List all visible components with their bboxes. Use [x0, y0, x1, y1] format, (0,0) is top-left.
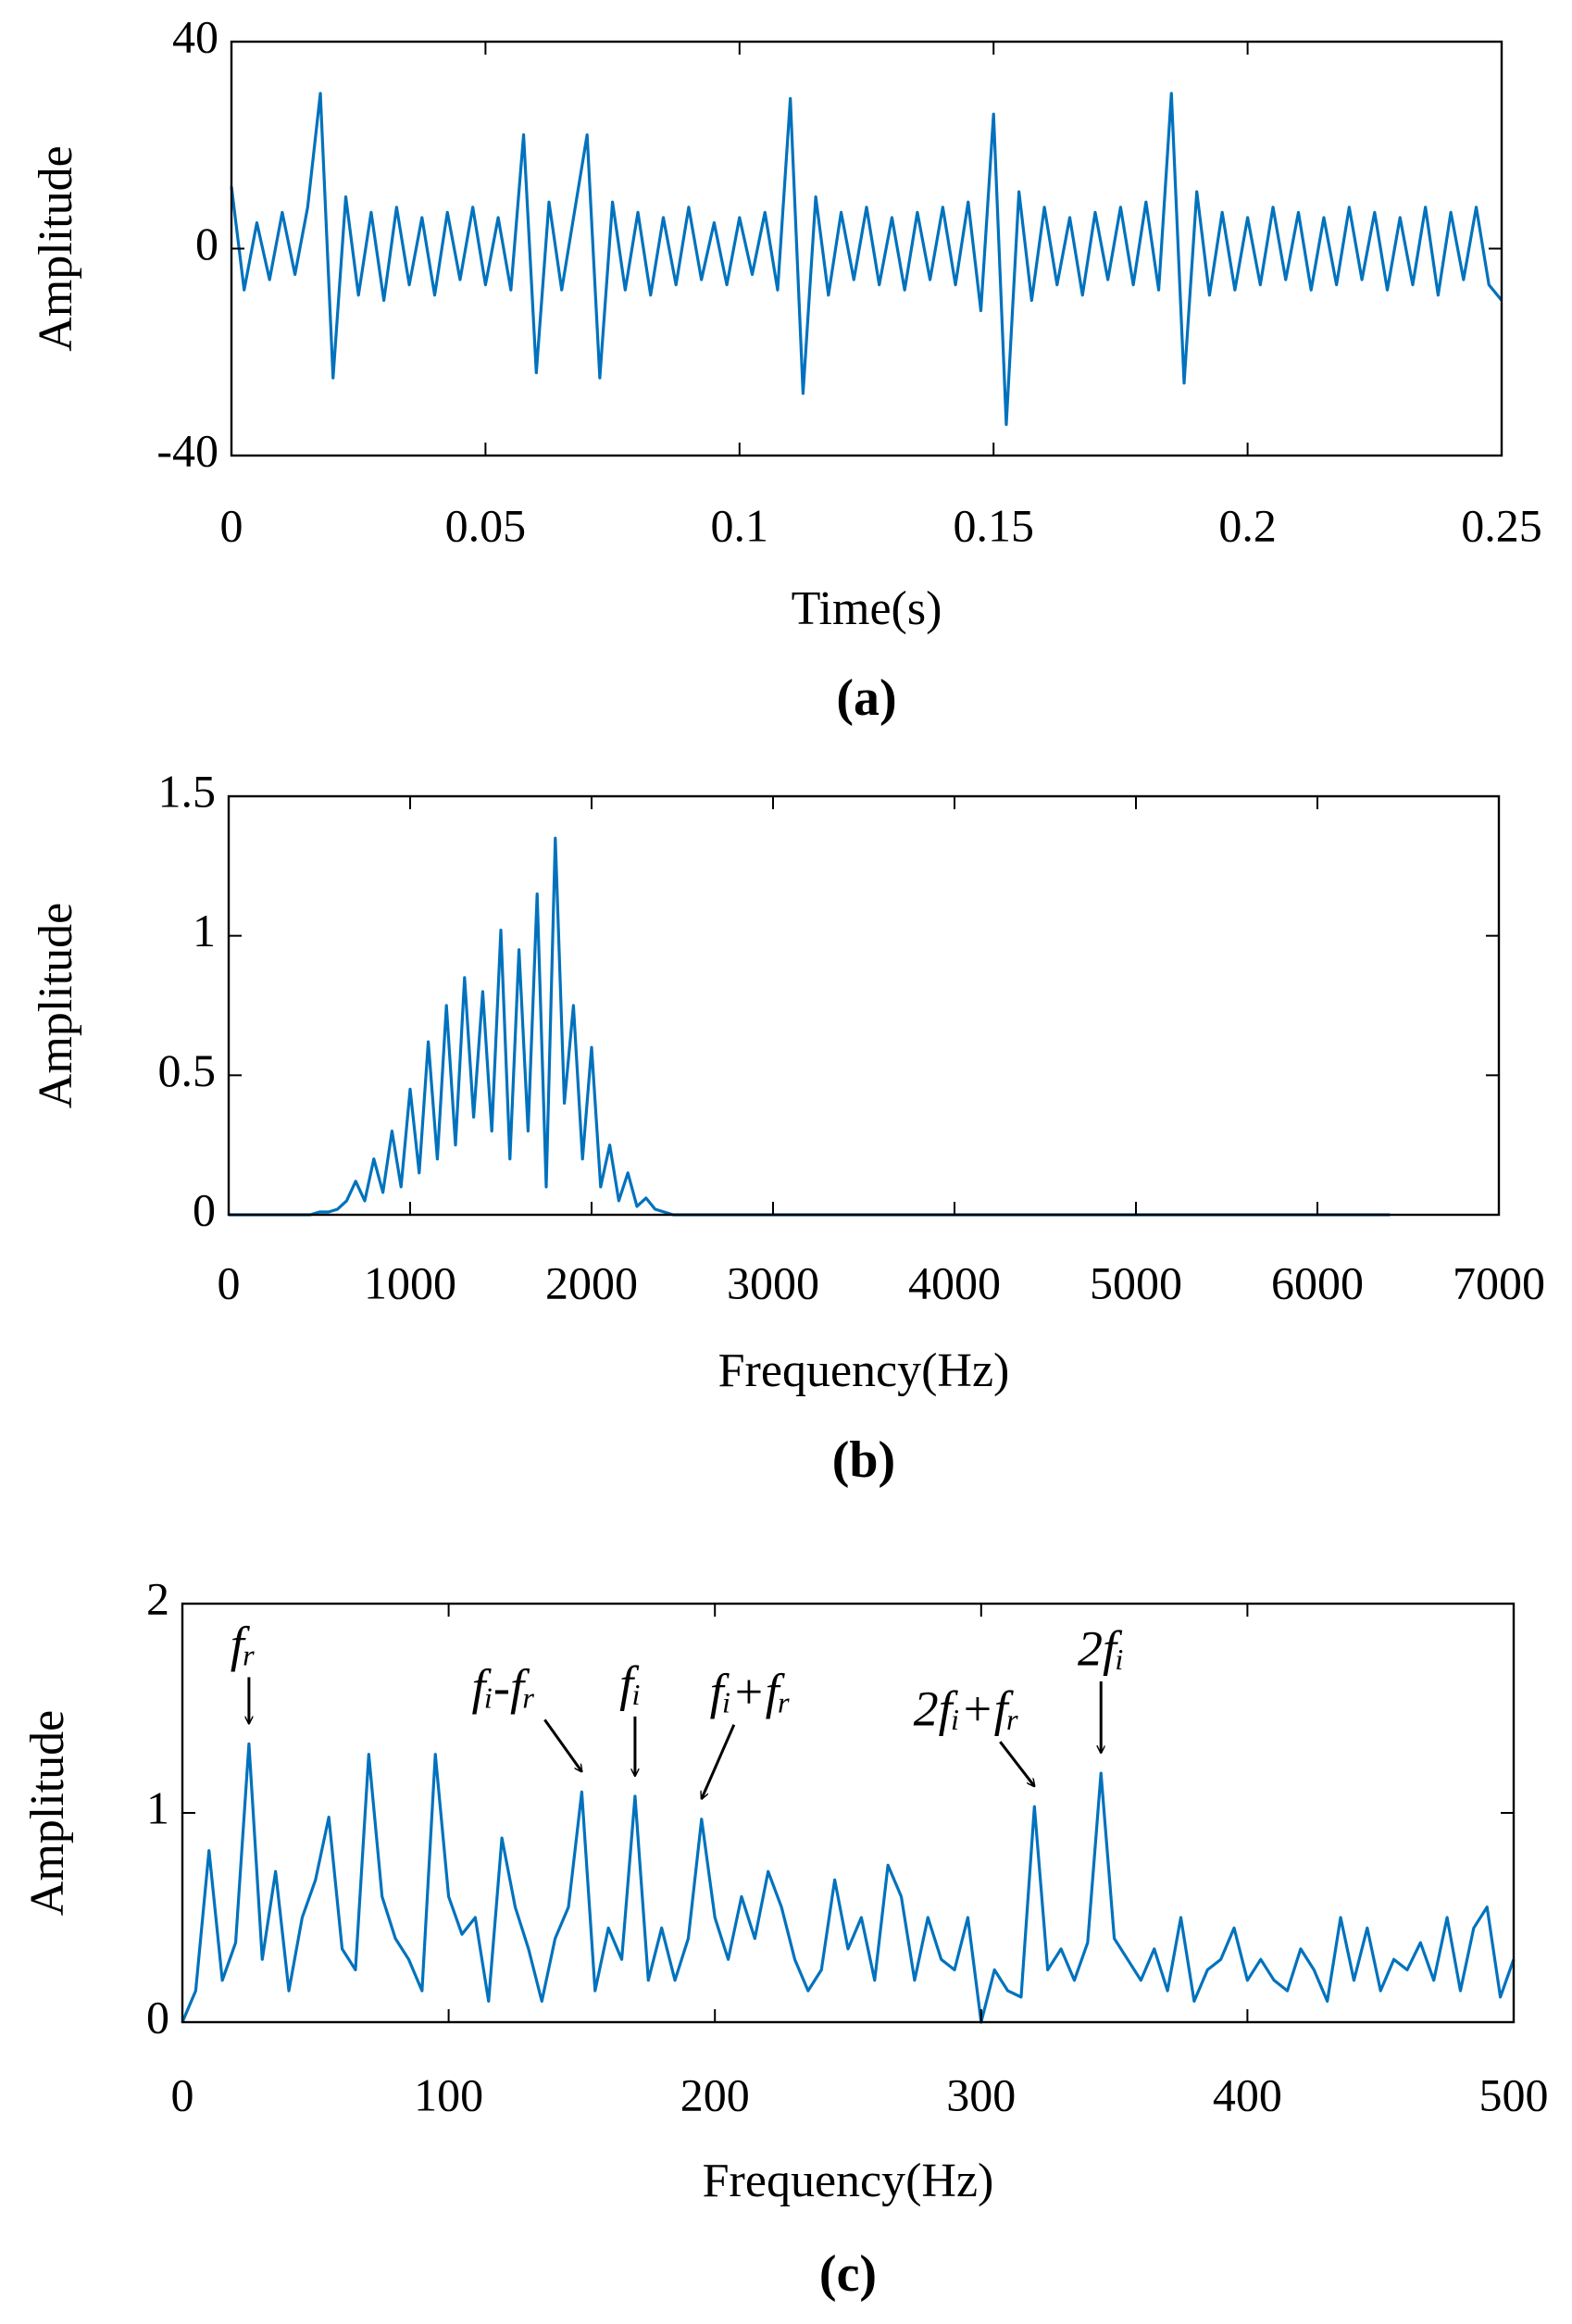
y-tick-label: 2 — [146, 1572, 169, 1624]
x-tick-label: 5000 — [1090, 1256, 1182, 1308]
y-tick-label: 1 — [146, 1781, 169, 1833]
x-tick-label: 0 — [218, 1256, 241, 1308]
y-axis-label: Amplitude — [30, 903, 82, 1108]
x-tick-label: 500 — [1479, 2068, 1549, 2120]
y-tick-label: 0.5 — [158, 1044, 217, 1096]
axes-box — [227, 794, 1501, 1217]
annotation-label: 2fᵢ — [1078, 1620, 1125, 1676]
annotation-label: fᵢ-fᵣ — [471, 1659, 536, 1715]
annotation-arrow — [999, 1741, 1034, 1786]
annotation-label: fᵢ+fᵣ — [710, 1664, 792, 1719]
annotation-label: 2fᵢ+fᵣ — [914, 1681, 1020, 1737]
annotation-arrow — [543, 1718, 581, 1771]
subplot-label: (c) — [819, 2245, 877, 2303]
x-tick-label: 0.25 — [1461, 499, 1542, 551]
x-tick-label: 0.15 — [953, 499, 1034, 551]
x-tick-label: 100 — [414, 2068, 483, 2120]
x-axis-label: Time(s) — [792, 582, 942, 635]
x-tick-label: 0 — [171, 2068, 194, 2120]
x-tick-label: 0 — [220, 499, 243, 551]
x-tick-label: 0.05 — [445, 499, 527, 551]
x-tick-label: 3000 — [727, 1256, 819, 1308]
x-tick-label: 6000 — [1271, 1256, 1364, 1308]
signal-line — [229, 836, 1391, 1217]
x-tick-label: 0.1 — [711, 499, 769, 551]
x-tick-label: 0.2 — [1218, 499, 1277, 551]
annotation-arrow — [702, 1724, 736, 1799]
annotation-label: fᵣ — [231, 1617, 256, 1672]
y-tick-label: 0 — [193, 1183, 216, 1235]
y-tick-label: -40 — [156, 424, 218, 476]
x-tick-label: 4000 — [908, 1256, 1001, 1308]
subplot-label: (b) — [832, 1431, 895, 1489]
signal-line — [230, 92, 1503, 427]
y-tick-label: 1.5 — [158, 765, 217, 817]
x-tick-label: 300 — [946, 2068, 1016, 2120]
x-tick-label: 2000 — [545, 1256, 638, 1308]
y-tick-label: 40 — [172, 10, 218, 62]
axes-box — [230, 40, 1503, 457]
signal-line — [181, 1742, 1516, 2024]
annotation-label: fᵢ — [619, 1656, 642, 1711]
y-tick-label: 1 — [193, 905, 216, 956]
x-tick-label: 7000 — [1453, 1256, 1545, 1308]
y-tick-label: 0 — [146, 1991, 169, 2043]
x-axis-label: Frequency(Hz) — [718, 1344, 1010, 1397]
y-axis-label: Amplitude — [21, 1710, 74, 1916]
x-tick-label: 200 — [680, 2068, 750, 2120]
subplot-label: (a) — [836, 669, 896, 727]
x-tick-label: 1000 — [364, 1256, 456, 1308]
y-axis-label: Amplitude — [30, 145, 82, 351]
axes-box — [181, 1602, 1516, 2024]
y-tick-label: 0 — [195, 218, 218, 269]
x-axis-label: Frequency(Hz) — [703, 2155, 994, 2207]
x-tick-label: 400 — [1213, 2068, 1282, 2120]
